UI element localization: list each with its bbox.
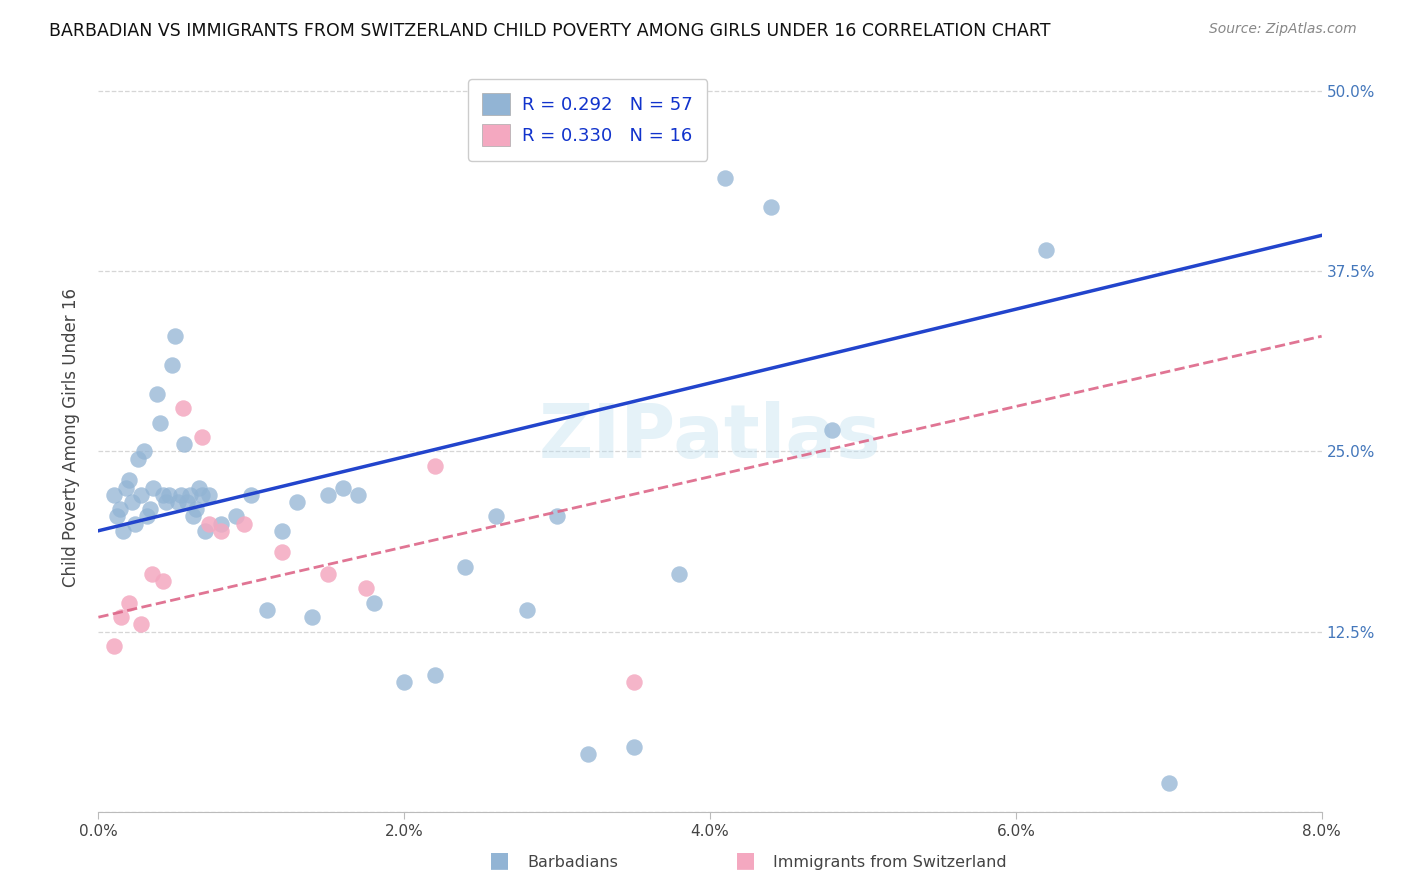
Point <box>347 488 370 502</box>
Point <box>209 524 232 538</box>
Point <box>546 509 568 524</box>
Point <box>134 444 156 458</box>
Point <box>714 170 737 185</box>
Point <box>118 596 141 610</box>
Point <box>170 488 193 502</box>
Point <box>256 603 278 617</box>
Point <box>191 430 214 444</box>
Point <box>1035 243 1057 257</box>
Point <box>821 423 844 437</box>
Point <box>225 509 247 524</box>
Point <box>173 437 195 451</box>
Point <box>270 545 294 559</box>
Point <box>270 524 294 538</box>
Point <box>103 488 125 502</box>
Point <box>129 488 152 502</box>
Point <box>160 358 183 372</box>
Point <box>285 495 308 509</box>
Point <box>152 574 174 589</box>
Point <box>232 516 254 531</box>
Point <box>149 416 172 430</box>
Point <box>209 516 232 531</box>
Point <box>316 566 339 581</box>
Point <box>186 502 208 516</box>
Point <box>142 481 165 495</box>
Point <box>139 502 162 516</box>
Point <box>181 509 204 524</box>
Text: BARBADIAN VS IMMIGRANTS FROM SWITZERLAND CHILD POVERTY AMONG GIRLS UNDER 16 CORR: BARBADIAN VS IMMIGRANTS FROM SWITZERLAND… <box>49 22 1050 40</box>
Point <box>129 617 152 632</box>
Point <box>668 566 690 581</box>
Point <box>332 481 354 495</box>
Text: Barbadians: Barbadians <box>527 855 619 870</box>
Point <box>136 509 159 524</box>
Point <box>179 488 201 502</box>
Point <box>485 509 508 524</box>
Point <box>515 603 537 617</box>
Point <box>127 451 149 466</box>
Text: ■: ■ <box>489 850 509 870</box>
Text: Source: ZipAtlas.com: Source: ZipAtlas.com <box>1209 22 1357 37</box>
Point <box>194 524 217 538</box>
Point <box>167 495 190 509</box>
Point <box>172 401 194 416</box>
Text: Immigrants from Switzerland: Immigrants from Switzerland <box>773 855 1007 870</box>
Y-axis label: Child Poverty Among Girls Under 16: Child Poverty Among Girls Under 16 <box>62 287 80 587</box>
Point <box>145 387 167 401</box>
Point <box>176 495 198 509</box>
Point <box>301 610 323 624</box>
Point <box>1157 776 1180 790</box>
Point <box>121 495 143 509</box>
Point <box>623 675 645 690</box>
Point <box>111 524 134 538</box>
Point <box>188 481 211 495</box>
Point <box>110 610 132 624</box>
Point <box>152 488 174 502</box>
Point <box>423 668 446 682</box>
Point <box>623 739 645 754</box>
Point <box>105 509 128 524</box>
Point <box>240 488 263 502</box>
Point <box>155 495 177 509</box>
Point <box>103 639 125 653</box>
Point <box>197 516 219 531</box>
Point <box>191 488 214 502</box>
Point <box>108 502 131 516</box>
Point <box>157 488 180 502</box>
Text: ZIPatlas: ZIPatlas <box>538 401 882 474</box>
Point <box>576 747 599 761</box>
Point <box>197 488 219 502</box>
Point <box>363 596 385 610</box>
Point <box>163 329 186 343</box>
Point <box>118 473 141 487</box>
Point <box>141 566 163 581</box>
Point <box>115 481 138 495</box>
Point <box>454 559 477 574</box>
Legend: R = 0.292   N = 57, R = 0.330   N = 16: R = 0.292 N = 57, R = 0.330 N = 16 <box>468 79 707 161</box>
Point <box>423 458 446 473</box>
Point <box>124 516 146 531</box>
Point <box>354 582 377 596</box>
Point <box>761 200 783 214</box>
Point <box>316 488 339 502</box>
Text: ■: ■ <box>735 850 755 870</box>
Point <box>392 675 416 690</box>
